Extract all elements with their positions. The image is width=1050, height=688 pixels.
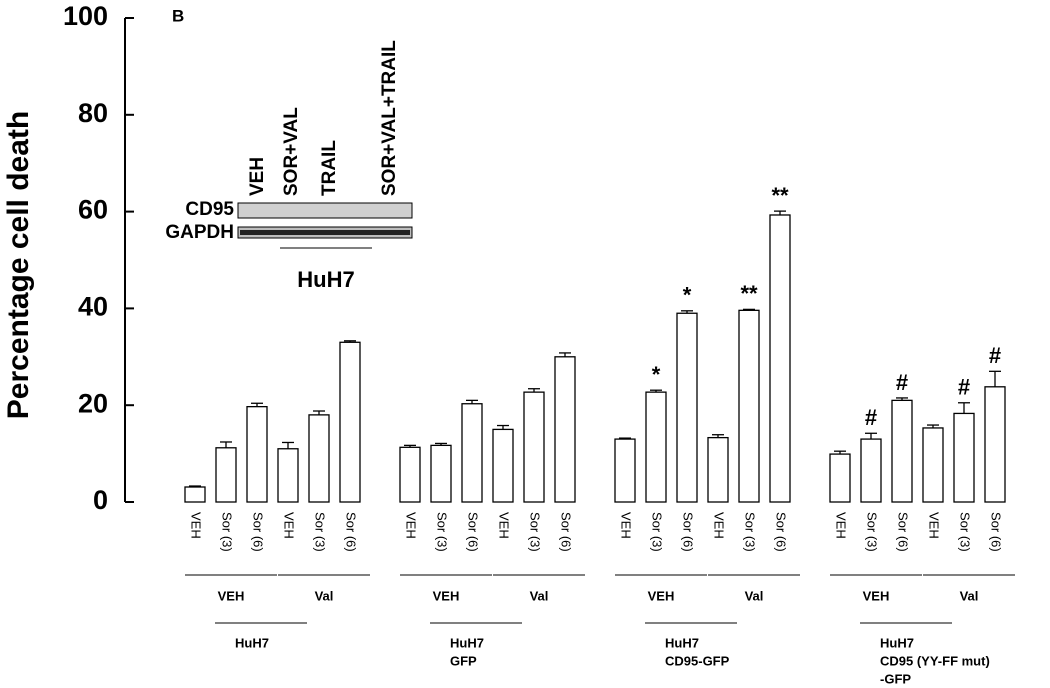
group-label: GFP	[450, 653, 477, 668]
lane-label: SOR+VAL	[281, 107, 302, 196]
x-tick-label: VEH	[834, 512, 849, 539]
significance-marker: #	[865, 405, 877, 430]
x-tick-label: VEH	[497, 512, 512, 539]
group-label: CD95-GFP	[665, 653, 730, 668]
group-label: CD95 (YY-FF mut)	[880, 653, 990, 668]
x-tick-label: Sor (3)	[958, 512, 973, 552]
bar	[769, 214, 791, 503]
inset-label: HuH7	[297, 267, 354, 292]
x-tick-label: VEH	[712, 512, 727, 539]
group-label: HuH7	[880, 635, 914, 650]
bar	[676, 312, 698, 503]
bar	[707, 436, 729, 503]
x-tick-label: Sor (6)	[251, 512, 266, 552]
y-tick-label: 100	[63, 1, 108, 31]
x-tick-label: Sor (6)	[896, 512, 911, 552]
subgroup-label: VEH	[218, 588, 245, 603]
x-tick-label: Sor (6)	[559, 512, 574, 552]
bar	[953, 412, 975, 503]
x-tick-label: Sor (3)	[743, 512, 758, 552]
x-tick-label: Sor (3)	[313, 512, 328, 552]
bar	[246, 406, 268, 503]
bar	[215, 447, 237, 503]
subgroup-label: Val	[530, 588, 549, 603]
subgroup-label: Val	[315, 588, 334, 603]
x-tick-label: Sor (6)	[774, 512, 789, 552]
bar	[554, 356, 576, 503]
x-tick-label: Sor (3)	[220, 512, 235, 552]
panel-label: B	[172, 6, 184, 25]
row-label: CD95	[185, 199, 234, 220]
x-tick-label: Sor (3)	[865, 512, 880, 552]
x-tick-label: Sor (3)	[650, 512, 665, 552]
blot-band	[240, 230, 410, 235]
bar	[984, 386, 1006, 503]
y-tick-label: 80	[78, 98, 108, 128]
y-tick-label: 40	[78, 292, 108, 322]
y-tick-label: 20	[78, 388, 108, 418]
significance-marker: *	[683, 283, 692, 308]
bar	[645, 391, 667, 503]
bar	[277, 448, 299, 503]
group-label: HuH7	[450, 635, 484, 650]
subgroup-label: VEH	[648, 588, 675, 603]
y-axis-label: Percentage cell death	[2, 111, 35, 419]
y-tick-label: 60	[78, 195, 108, 225]
significance-marker: #	[896, 370, 908, 395]
x-tick-label: Sor (3)	[528, 512, 543, 552]
significance-marker: **	[740, 281, 758, 306]
group-label: HuH7	[235, 635, 269, 650]
x-tick-label: Sor (6)	[466, 512, 481, 552]
group-label: HuH7	[665, 635, 699, 650]
bar	[614, 438, 636, 503]
subgroup-label: VEH	[433, 588, 460, 603]
x-tick-label: Sor (6)	[344, 512, 359, 552]
x-tick-label: VEH	[282, 512, 297, 539]
x-tick-label: Sor (3)	[435, 512, 450, 552]
significance-marker: **	[771, 183, 789, 208]
row-label: GAPDH	[165, 222, 234, 243]
bar	[829, 453, 851, 503]
bar	[339, 341, 361, 503]
bar	[461, 403, 483, 503]
bar	[184, 486, 206, 503]
x-tick-label: Sor (6)	[989, 512, 1004, 552]
subgroup-label: Val	[745, 588, 764, 603]
lane-label: VEH	[247, 157, 268, 196]
significance-marker: #	[989, 343, 1001, 368]
x-tick-label: VEH	[619, 512, 634, 539]
bar	[430, 444, 452, 503]
bar	[399, 446, 421, 503]
lane-label: TRAIL	[319, 140, 340, 196]
significance-marker: *	[652, 362, 661, 387]
bar	[738, 309, 760, 503]
blot-cd95	[237, 202, 413, 219]
x-tick-label: VEH	[927, 512, 942, 539]
significance-marker: #	[958, 375, 970, 400]
bar	[523, 391, 545, 503]
y-tick-label: 0	[93, 485, 108, 515]
subgroup-label: Val	[960, 588, 979, 603]
x-tick-label: VEH	[189, 512, 204, 539]
x-tick-label: VEH	[404, 512, 419, 539]
subgroup-label: VEH	[863, 588, 890, 603]
bar	[308, 414, 330, 503]
bar	[492, 428, 514, 503]
bar	[922, 427, 944, 503]
bar	[860, 438, 882, 503]
x-tick-label: Sor (6)	[681, 512, 696, 552]
bar	[891, 399, 913, 503]
group-label: -GFP	[880, 671, 911, 686]
lane-label: SOR+VAL+TRAIL	[379, 40, 400, 196]
